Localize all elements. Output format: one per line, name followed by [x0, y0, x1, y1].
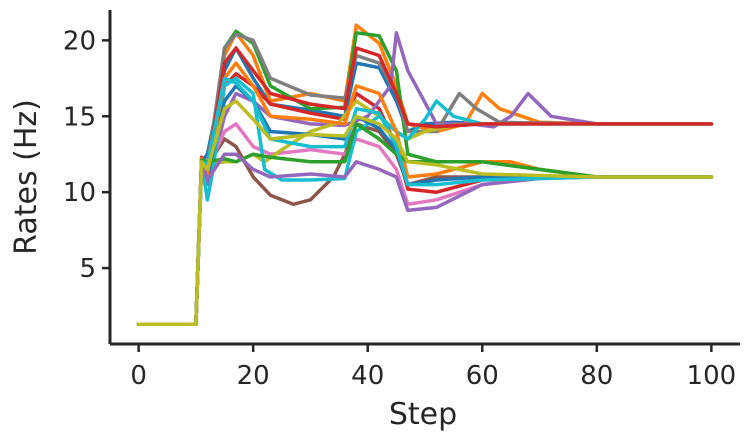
- series-line-15: [136, 152, 714, 327]
- series-line-17: [136, 99, 714, 327]
- series-line-16: [136, 76, 714, 327]
- series-layer: [136, 23, 714, 327]
- x-tick-label: 40: [351, 361, 384, 391]
- x-tick-label: 60: [466, 361, 499, 391]
- x-axis-label: Step: [389, 397, 457, 432]
- series-line-10: [136, 76, 714, 327]
- x-ticks: 0 20 40 60 80 100: [130, 344, 736, 391]
- y-axis-label: Rates (Hz): [9, 99, 44, 255]
- x-tick-label: 100: [687, 361, 737, 391]
- y-tick-label: 5: [79, 254, 96, 284]
- y-tick-label: 10: [63, 178, 96, 208]
- y-tick-label: 15: [63, 102, 96, 132]
- x-tick-label: 0: [130, 361, 147, 391]
- y-tick-label: 20: [63, 26, 96, 56]
- x-tick-label: 20: [237, 361, 270, 391]
- y-ticks: 5 10 15 20: [63, 26, 110, 284]
- x-tick-label: 80: [580, 361, 613, 391]
